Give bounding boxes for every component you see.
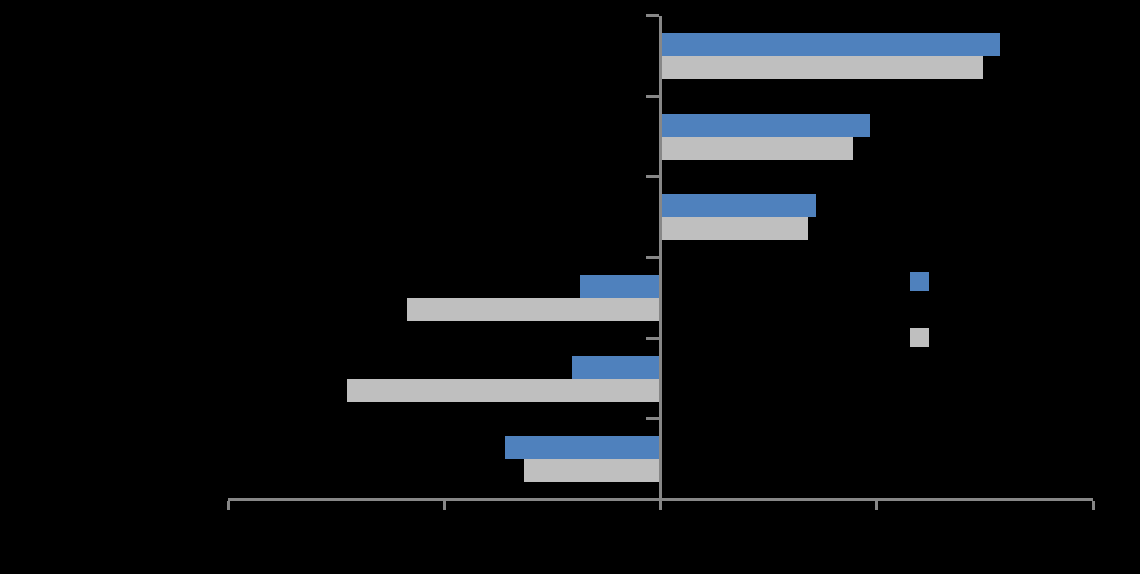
legend-swatch-gray-series <box>910 328 929 347</box>
value-axis-tick <box>659 501 662 510</box>
value-axis-tick <box>1091 501 1095 510</box>
bar-gray-series-category-6 <box>524 459 661 483</box>
category-axis-tick <box>646 94 659 98</box>
value-axis-tick <box>875 501 879 510</box>
category-axis-tick <box>646 14 659 17</box>
bar-gray-series-category-3 <box>660 217 808 241</box>
bar-gray-series-category-2 <box>660 136 853 160</box>
legend-swatch-blue-series <box>910 272 929 291</box>
value-axis-line <box>228 498 1093 501</box>
category-axis-tick <box>646 256 659 259</box>
bar-blue-series-category-5 <box>571 355 661 379</box>
category-axis-tick <box>646 175 659 179</box>
bar-gray-series-category-5 <box>346 378 661 402</box>
bar-blue-series-category-6 <box>504 436 661 460</box>
category-axis-tick <box>646 417 659 421</box>
bar-blue-series-category-3 <box>660 194 817 218</box>
bar-blue-series-category-4 <box>580 274 661 298</box>
bar-gray-series-category-4 <box>407 297 661 321</box>
category-axis-tick <box>646 336 659 340</box>
category-axis-line <box>659 15 662 500</box>
value-axis-tick <box>442 501 446 510</box>
legend <box>910 272 950 352</box>
bar-gray-series-category-1 <box>660 55 983 79</box>
value-axis-tick <box>226 501 230 510</box>
bar-blue-series-category-1 <box>660 32 1000 56</box>
bar-blue-series-category-2 <box>660 113 871 137</box>
